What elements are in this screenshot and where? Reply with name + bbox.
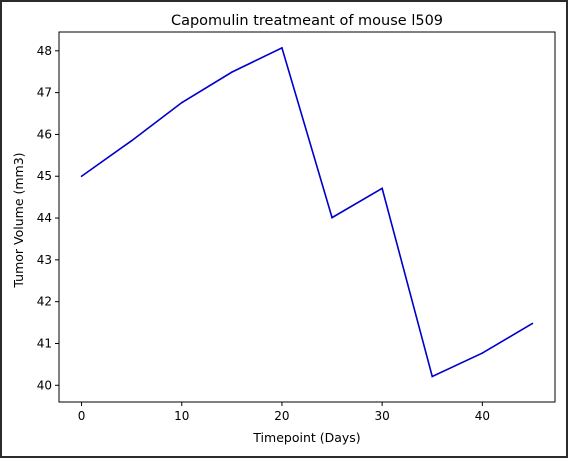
- plot-frame: [58, 31, 556, 403]
- y-tick-label: 43: [37, 253, 52, 267]
- y-tick-label: 46: [37, 127, 52, 141]
- y-axis-title: Tumor Volume (mm3): [11, 152, 26, 288]
- data-point: [180, 101, 183, 104]
- y-tick-label: 45: [37, 169, 52, 183]
- y-tick-label: 42: [37, 295, 52, 309]
- x-tick-label: 0: [78, 409, 86, 423]
- data-point: [130, 139, 133, 142]
- y-tick-label: 41: [37, 336, 52, 350]
- chart-title: Capomulin treatmeant of mouse l509: [171, 13, 443, 29]
- data-point: [431, 375, 434, 378]
- x-axis-title: Timepoint (Days): [252, 430, 360, 445]
- x-tick-label: 10: [174, 409, 189, 423]
- x-tick-label: 40: [475, 409, 490, 423]
- data-point: [381, 187, 383, 190]
- data-point: [481, 352, 484, 354]
- y-tick-label: 48: [37, 44, 52, 58]
- data-point: [80, 175, 83, 178]
- plot-area: 0 10 20 30 40 40 41 42 43 44 45 46 47 48: [37, 31, 556, 423]
- series-line: [81, 46, 533, 378]
- x-tick-label: 20: [274, 409, 289, 423]
- y-tick-label: 44: [37, 211, 52, 225]
- data-point: [331, 216, 333, 219]
- data-point: [281, 47, 283, 49]
- x-tick-label: 30: [375, 409, 390, 423]
- data-point: [531, 322, 534, 325]
- data-point: [231, 71, 233, 73]
- y-tick-label: 40: [37, 378, 52, 392]
- y-tick-label: 47: [37, 86, 52, 100]
